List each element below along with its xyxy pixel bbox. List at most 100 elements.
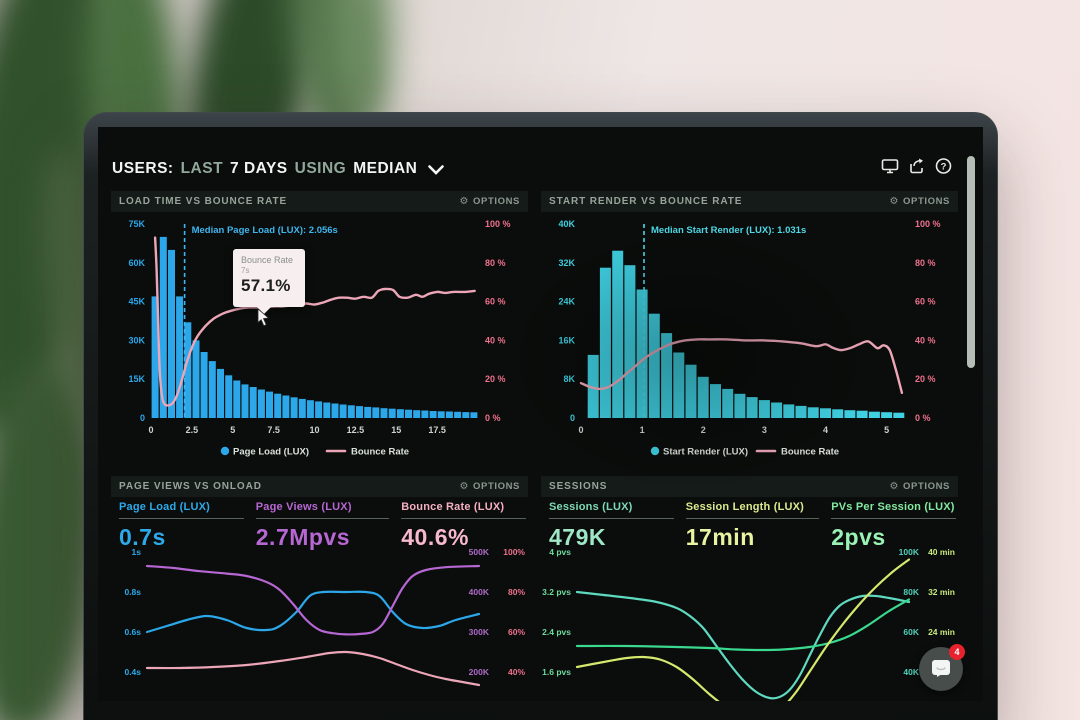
panel-header: SESSIONS ⚙ OPTIONS <box>541 476 958 497</box>
using-label: USING <box>294 160 347 177</box>
users-range-dropdown[interactable]: USERS: LAST 7 DAYS USING MEDIAN <box>112 160 445 178</box>
panel-title: SESSIONS <box>549 481 608 492</box>
display-icon[interactable] <box>881 158 899 174</box>
chat-button[interactable]: 4 <box>919 644 965 691</box>
panel-sessions: SESSIONS ⚙ OPTIONS Sessions (LUX) 479K Se… <box>541 476 958 701</box>
svg-text:60%: 60% <box>508 627 525 637</box>
help-icon[interactable]: ? <box>935 158 953 174</box>
svg-text:17.5: 17.5 <box>428 425 446 435</box>
svg-text:32K: 32K <box>558 258 575 268</box>
svg-text:Start Render (LUX): Start Render (LUX) <box>663 447 748 458</box>
svg-text:60 %: 60 % <box>485 297 506 307</box>
svg-text:60 %: 60 % <box>915 297 936 307</box>
panel-start-render-vs-bounce-rate: START RENDER VS BOUNCE RATE ⚙ OPTIONS 40K… <box>541 191 958 467</box>
svg-text:100 %: 100 % <box>485 219 511 229</box>
svg-text:3: 3 <box>762 425 767 435</box>
metric-page-load: Page Load (LUX) 0.7s <box>119 501 244 551</box>
svg-text:0 %: 0 % <box>485 413 501 423</box>
last-label: LAST <box>180 160 224 177</box>
metric-label: Page Load (LUX) <box>119 501 244 519</box>
svg-text:80 %: 80 % <box>485 258 506 268</box>
svg-text:?: ? <box>941 161 947 172</box>
svg-text:2: 2 <box>701 425 706 435</box>
svg-text:40K: 40K <box>558 219 575 229</box>
panel-title: START RENDER VS BOUNCE RATE <box>549 196 743 207</box>
svg-text:Bounce Rate: Bounce Rate <box>351 447 409 458</box>
load-time-chart[interactable]: 75K 60K 45K 30K 15K 0 100 % 80 % 60 % 40 % 20 % 0 %… <box>111 214 528 466</box>
page-views-onload-chart[interactable]: 1s 0.8s 0.6s 0.4s 500K 100% 400K 80% 300K 60% 200K… <box>111 542 528 701</box>
svg-text:2.5: 2.5 <box>186 425 199 435</box>
panel-header: PAGE VIEWS VS ONLOAD ⚙ OPTIONS <box>111 476 528 497</box>
dashboard-screen: USERS: LAST 7 DAYS USING MEDIAN ? <box>98 127 983 701</box>
svg-text:100K: 100K <box>899 547 920 557</box>
plant-leaf <box>330 0 390 130</box>
svg-text:300K: 300K <box>469 627 490 637</box>
laptop: USERS: LAST 7 DAYS USING MEDIAN ? <box>83 112 998 720</box>
svg-text:0: 0 <box>148 425 153 435</box>
svg-text:0.4s: 0.4s <box>124 667 141 677</box>
svg-text:7.5: 7.5 <box>267 425 280 435</box>
svg-text:40%: 40% <box>508 667 525 677</box>
svg-text:40 %: 40 % <box>485 335 506 345</box>
svg-text:4: 4 <box>823 425 828 435</box>
chevron-down-icon <box>428 165 445 175</box>
metrics-row: Page Load (LUX) 0.7s Page Views (LUX) 2.… <box>119 501 526 551</box>
metric-session-length: Session Length (LUX) 17min <box>685 501 820 551</box>
svg-text:15K: 15K <box>128 374 145 384</box>
metric-bounce-rate: Bounce Rate (LUX) 40.6% <box>401 501 526 551</box>
svg-text:200K: 200K <box>469 667 490 677</box>
gear-icon: ⚙ <box>459 195 470 207</box>
panel-load-time-vs-bounce-rate: LOAD TIME VS BOUNCE RATE ⚙ OPTIONS 75K 60K… <box>111 191 528 467</box>
svg-text:0 %: 0 % <box>915 413 931 423</box>
svg-text:40K: 40K <box>903 667 919 677</box>
metric-label: Session Length (LUX) <box>685 501 820 519</box>
metric-pvs-per-session: PVs Per Session (LUX) 2pvs <box>831 501 956 551</box>
options-button[interactable]: ⚙ OPTIONS <box>889 480 950 492</box>
svg-text:5: 5 <box>884 425 889 435</box>
tooltip: Bounce Rate 7s 57.1% <box>233 249 305 314</box>
tooltip-value: 57.1% <box>241 276 291 295</box>
metric-page-views: Page Views (LUX) 2.7Mpvs <box>255 501 390 551</box>
scrollbar[interactable] <box>967 156 975 368</box>
svg-text:40 %: 40 % <box>915 335 936 345</box>
svg-text:1s: 1s <box>132 547 142 557</box>
metric-label: PVs Per Session (LUX) <box>831 501 956 519</box>
svg-text:100%: 100% <box>503 547 525 557</box>
panel-page-views-vs-onload: PAGE VIEWS VS ONLOAD ⚙ OPTIONS Page Load … <box>111 476 528 701</box>
svg-text:5: 5 <box>230 425 235 435</box>
metric-value: 2pvs <box>831 524 886 550</box>
tooltip-title: Bounce Rate <box>241 255 294 265</box>
metric-value: 17min <box>685 524 755 550</box>
svg-text:2.4 pvs: 2.4 pvs <box>542 627 571 637</box>
start-render-chart[interactable]: 40K 32K 24K 16K 8K 0 100 % 80 % 60 % 40 % 20 % 0 % 0… <box>541 214 958 466</box>
svg-text:0: 0 <box>578 425 583 435</box>
svg-text:1: 1 <box>640 425 645 435</box>
svg-text:Median Page Load (LUX): 2.056s: Median Page Load (LUX): 2.056s <box>192 225 338 236</box>
svg-text:3.2 pvs: 3.2 pvs <box>542 587 571 597</box>
sessions-chart[interactable]: 4 pvs 3.2 pvs 2.4 pvs 1.6 pvs 100K 40 min 80K 3… <box>541 542 958 701</box>
svg-text:0: 0 <box>570 413 575 423</box>
svg-text:Median Start Render (LUX): 1.0: Median Start Render (LUX): 1.031s <box>651 225 806 236</box>
options-button[interactable]: ⚙ OPTIONS <box>889 195 950 207</box>
svg-text:60K: 60K <box>903 627 919 637</box>
svg-text:32 min: 32 min <box>928 587 955 597</box>
svg-text:16K: 16K <box>558 335 575 345</box>
metric-label: Page Views (LUX) <box>255 501 390 519</box>
svg-text:40 min: 40 min <box>928 547 955 557</box>
options-button[interactable]: ⚙ OPTIONS <box>459 480 520 492</box>
svg-text:Bounce Rate: Bounce Rate <box>781 447 839 458</box>
share-icon[interactable] <box>908 158 926 174</box>
svg-text:1.6 pvs: 1.6 pvs <box>542 667 571 677</box>
median-label: MEDIAN <box>353 160 418 177</box>
gear-icon: ⚙ <box>459 480 470 492</box>
metric-sessions: Sessions (LUX) 479K <box>549 501 674 551</box>
dashboard-header: USERS: LAST 7 DAYS USING MEDIAN ? <box>112 155 953 183</box>
mouse-cursor-icon <box>257 309 270 327</box>
svg-text:4 pvs: 4 pvs <box>549 547 571 557</box>
options-button[interactable]: ⚙ OPTIONS <box>459 195 520 207</box>
gear-icon: ⚙ <box>889 480 900 492</box>
svg-text:75K: 75K <box>128 219 145 229</box>
svg-text:0.6s: 0.6s <box>124 627 141 637</box>
panel-header: LOAD TIME VS BOUNCE RATE ⚙ OPTIONS <box>111 191 528 212</box>
